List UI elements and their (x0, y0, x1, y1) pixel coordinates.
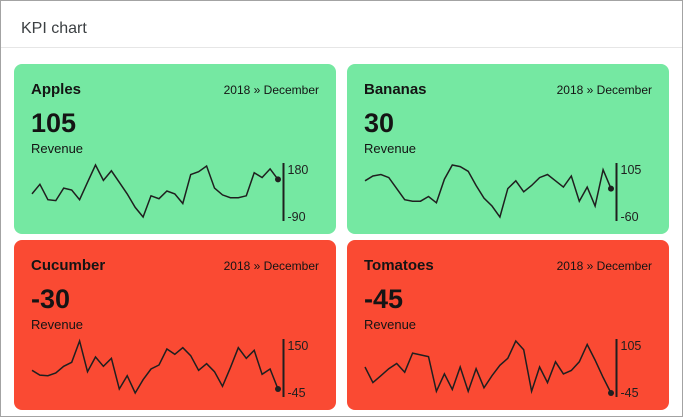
sparkline-path (31, 163, 279, 219)
kpi-metric-label: Revenue (31, 317, 84, 332)
card-title: Bananas (364, 81, 427, 98)
kpi-metric-label: Revenue (31, 141, 84, 156)
card-title: Cucumber (31, 257, 106, 274)
page-header: KPI chart (1, 1, 682, 48)
axis-min-label: -60 (621, 210, 639, 223)
card-header: Tomatoes 2018 » December (364, 257, 652, 275)
axis-max-label: 180 (288, 163, 309, 177)
sparkline-chart: 180 -90 (31, 163, 309, 223)
last-value-dot (275, 386, 281, 392)
card-header: Bananas 2018 » December (364, 81, 652, 99)
kpi-card-bananas[interactable]: Bananas 2018 » December 30 Revenue 105 -6… (347, 64, 669, 234)
sparkline-area: 180 -90 (31, 156, 319, 223)
sparkline-path (364, 339, 612, 395)
sparkline-area: 105 -45 (364, 332, 652, 399)
card-period: 2018 » December (556, 83, 652, 97)
sparkline-path (364, 164, 612, 219)
axis-max-label: 150 (288, 339, 309, 353)
card-title: Tomatoes (364, 257, 434, 274)
axis-min-label: -45 (621, 386, 639, 399)
kpi-value: -30 (31, 284, 71, 314)
last-value-dot (275, 176, 281, 183)
page-title: KPI chart (21, 20, 87, 37)
last-value-dot (608, 390, 614, 396)
sparkline-area: 150 -45 (31, 332, 319, 399)
sparkline-chart: 150 -45 (31, 338, 309, 399)
card-period: 2018 » December (223, 83, 319, 97)
kpi-value: -45 (364, 284, 404, 314)
card-header: Cucumber 2018 » December (31, 257, 319, 275)
card-header: Apples 2018 » December (31, 81, 319, 99)
axis-min-label: -90 (288, 210, 306, 223)
axis-max-label: 105 (621, 163, 642, 177)
sparkline-chart: 105 -60 (364, 163, 642, 223)
kpi-card-cucumber[interactable]: Cucumber 2018 » December -30 Revenue 150… (14, 240, 336, 410)
kpi-value: 30 (364, 108, 395, 138)
card-period: 2018 » December (223, 259, 319, 273)
sparkline-area: 105 -60 (364, 156, 652, 223)
sparkline-path (31, 338, 279, 395)
kpi-metric-label: Revenue (364, 141, 417, 156)
kpi-card-apples[interactable]: Apples 2018 » December 105 Revenue 180 -9… (14, 64, 336, 234)
axis-max-label: 105 (621, 339, 642, 353)
sparkline-chart: 105 -45 (364, 339, 642, 399)
last-value-dot (608, 185, 614, 192)
kpi-card-tomatoes[interactable]: Tomatoes 2018 » December -45 Revenue 105… (347, 240, 669, 410)
axis-min-label: -45 (288, 386, 306, 399)
kpi-card-grid: Apples 2018 » December 105 Revenue 180 -9… (1, 48, 682, 410)
kpi-value: 105 (31, 108, 77, 138)
card-title: Apples (31, 81, 82, 98)
kpi-metric-label: Revenue (364, 317, 417, 332)
card-period: 2018 » December (556, 259, 652, 273)
